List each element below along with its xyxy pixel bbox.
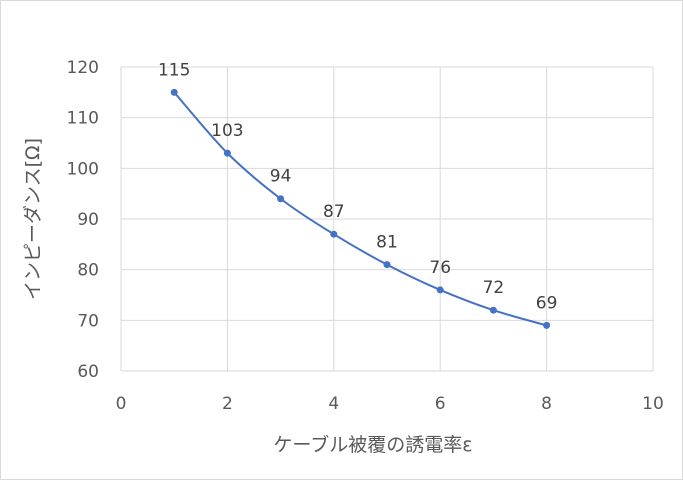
data-point [223,149,231,157]
data-point [277,195,285,203]
y-tick-label: 60 [77,362,99,382]
y-tick-label: 120 [67,58,99,78]
y-tick-label: 70 [77,311,99,331]
grid-layer [120,66,654,372]
data-label: 76 [429,258,451,278]
data-point [170,88,178,96]
data-point [543,321,551,329]
data-label: 103 [211,121,243,141]
y-tick-label: 80 [77,261,99,281]
y-axis-title: インピーダンス[Ω] [22,138,44,300]
data-label: 81 [376,233,398,253]
data-point [330,230,338,238]
data-point [436,286,444,294]
x-tick-label: 0 [116,394,127,414]
data-label: 87 [323,202,345,222]
x-tick-label: 6 [435,394,446,414]
x-axis-title: ケーブル被覆の誘電率ε [273,433,472,456]
x-tick-label: 10 [642,394,664,414]
y-tick-label: 100 [67,159,99,179]
series-layer [170,88,551,329]
data-label: 115 [158,60,190,80]
data-label: 69 [536,293,558,313]
x-tick-label: 2 [222,394,233,414]
y-tick-label: 110 [67,109,99,129]
data-label: 94 [270,167,292,187]
data-point [489,306,497,314]
data-point [383,261,391,269]
y-tick-label: 90 [77,210,99,230]
axis-layer: 60 70 80 90 100 110 120 0 2 4 6 8 10 [67,58,664,414]
label-layer: 115 103 94 87 81 76 72 69 [158,60,557,313]
x-tick-label: 4 [328,394,339,414]
x-tick-label: 8 [541,394,552,414]
data-label: 72 [483,278,505,298]
